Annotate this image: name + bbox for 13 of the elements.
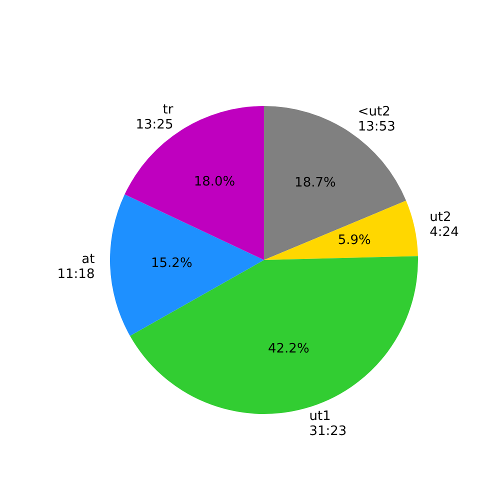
data-label: 15.2% [151, 256, 192, 271]
slice-label: ut1 31:23 [309, 408, 347, 438]
data-label: 18.0% [194, 174, 236, 190]
data-label: 5.9% [338, 233, 371, 248]
data-label: 18.7% [294, 176, 336, 191]
data-label: 42.2% [268, 342, 310, 357]
slice-label: <ut2 13:53 [358, 104, 396, 134]
slice-label: ut2 4:24 [430, 210, 459, 240]
pie-slice [110, 194, 264, 336]
slice-label: tr 13:25 [136, 102, 174, 132]
pie-slice [264, 200, 418, 260]
slice-label: at 11:18 [57, 251, 95, 282]
pie-slice [264, 106, 406, 260]
